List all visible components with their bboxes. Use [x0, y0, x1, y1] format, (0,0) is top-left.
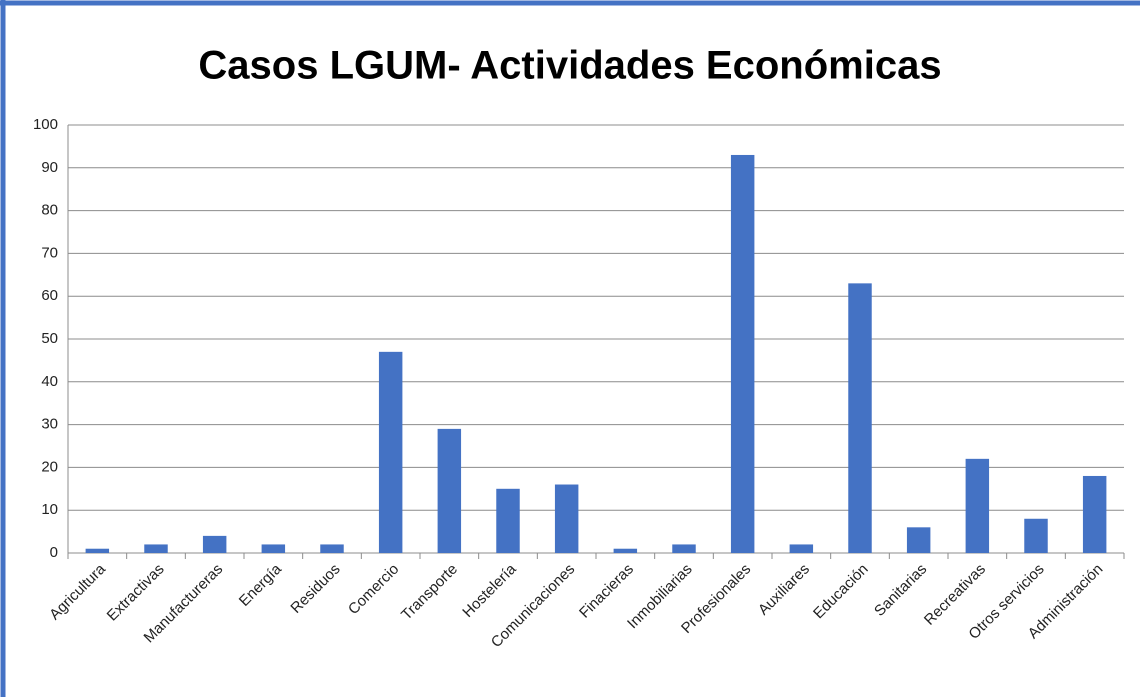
y-tick-label: 40	[41, 373, 58, 390]
x-tick-label: Transporte	[398, 561, 461, 624]
bar	[789, 544, 814, 553]
bar	[730, 154, 755, 553]
bar	[496, 488, 520, 553]
x-tick-label: Extractivas	[104, 561, 168, 625]
bar	[202, 535, 227, 553]
bar	[144, 544, 168, 553]
y-tick-label: 0	[50, 544, 58, 561]
x-tick-label: Comercio	[345, 561, 402, 618]
x-tick-label: Educación	[810, 561, 872, 623]
bar	[613, 548, 638, 553]
y-tick-label: 20	[41, 458, 58, 475]
x-tick-label: Hostelería	[459, 560, 520, 621]
bar	[437, 428, 462, 553]
x-tick-label: Sanitarias	[871, 561, 930, 620]
bar	[378, 351, 403, 553]
y-tick-label: 30	[41, 416, 58, 433]
y-tick-label: 90	[41, 159, 58, 176]
y-tick-label: 10	[41, 501, 58, 518]
bar	[85, 548, 110, 553]
bar	[848, 283, 872, 553]
x-tick-label: Auxiliares	[755, 561, 813, 619]
y-tick-label: 100	[33, 116, 58, 133]
x-tick-label: Energía	[236, 560, 286, 610]
bar	[1082, 475, 1107, 553]
x-tick-label: Finacieras	[576, 561, 637, 622]
bar	[906, 527, 931, 553]
bar	[554, 484, 579, 553]
bar	[965, 458, 990, 553]
bar	[672, 544, 696, 553]
y-tick-label: 70	[41, 244, 58, 261]
y-tick-label: 50	[41, 330, 58, 347]
chart-title: Casos LGUM- Actividades Económicas	[198, 44, 941, 88]
x-tick-label: Residuos	[287, 561, 343, 617]
y-tick-label: 80	[41, 202, 58, 219]
bar	[320, 544, 344, 553]
bar	[261, 544, 286, 553]
bar	[1024, 518, 1048, 553]
y-tick-label: 60	[41, 287, 58, 304]
x-tick-label: Agricultura	[46, 560, 109, 623]
